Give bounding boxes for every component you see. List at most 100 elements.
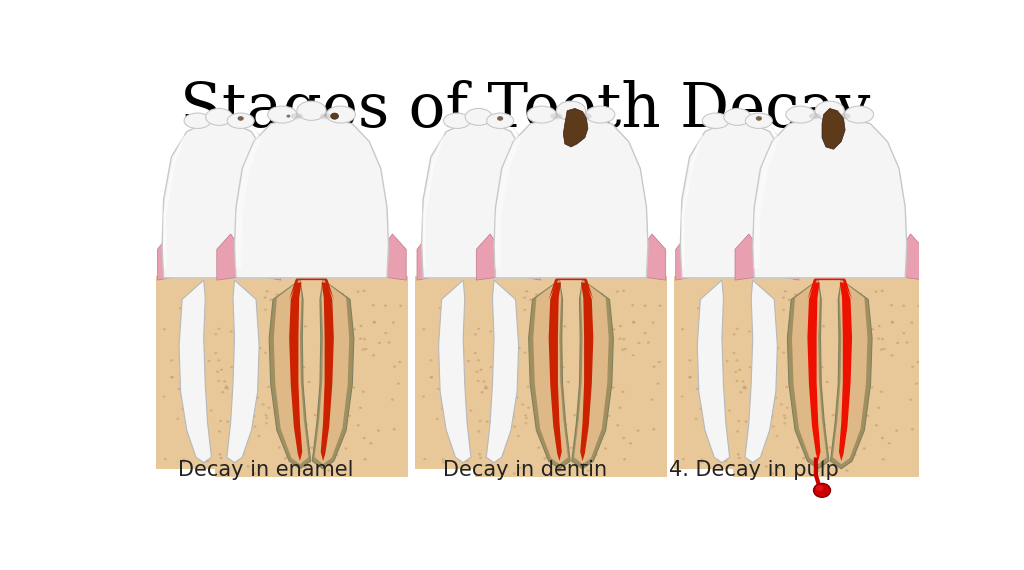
Ellipse shape	[188, 327, 191, 329]
Ellipse shape	[804, 298, 807, 300]
Ellipse shape	[245, 440, 248, 442]
Ellipse shape	[240, 450, 243, 453]
Ellipse shape	[538, 375, 541, 377]
Ellipse shape	[264, 414, 267, 417]
Ellipse shape	[632, 354, 635, 356]
Ellipse shape	[502, 394, 505, 397]
Ellipse shape	[505, 379, 508, 381]
Ellipse shape	[341, 293, 344, 295]
Ellipse shape	[563, 438, 566, 440]
Ellipse shape	[478, 420, 481, 422]
Ellipse shape	[238, 292, 241, 294]
Ellipse shape	[772, 425, 775, 428]
Ellipse shape	[735, 380, 738, 382]
Ellipse shape	[496, 347, 499, 349]
Ellipse shape	[310, 446, 313, 449]
Polygon shape	[156, 276, 283, 469]
Ellipse shape	[607, 414, 610, 417]
Ellipse shape	[559, 431, 562, 433]
Ellipse shape	[818, 422, 821, 425]
Ellipse shape	[550, 113, 562, 119]
Ellipse shape	[214, 352, 217, 354]
Polygon shape	[735, 234, 763, 280]
Ellipse shape	[580, 462, 583, 464]
Polygon shape	[261, 236, 281, 280]
Ellipse shape	[695, 388, 698, 390]
Ellipse shape	[771, 304, 774, 307]
Ellipse shape	[302, 366, 305, 368]
Ellipse shape	[831, 414, 835, 416]
Ellipse shape	[191, 318, 195, 320]
Ellipse shape	[597, 318, 600, 320]
Ellipse shape	[526, 386, 529, 388]
Ellipse shape	[869, 334, 872, 336]
Polygon shape	[234, 115, 388, 278]
Ellipse shape	[486, 113, 514, 128]
Ellipse shape	[530, 348, 534, 351]
Ellipse shape	[854, 454, 857, 456]
Ellipse shape	[652, 428, 655, 430]
Ellipse shape	[182, 458, 185, 461]
Ellipse shape	[735, 359, 738, 361]
Ellipse shape	[616, 424, 620, 426]
Ellipse shape	[651, 321, 654, 324]
Ellipse shape	[774, 396, 777, 399]
Ellipse shape	[447, 434, 451, 437]
Ellipse shape	[253, 473, 256, 475]
Ellipse shape	[633, 321, 636, 324]
Ellipse shape	[714, 313, 717, 315]
Ellipse shape	[569, 446, 572, 449]
Ellipse shape	[582, 329, 585, 331]
Ellipse shape	[313, 414, 316, 416]
Ellipse shape	[307, 381, 310, 383]
Ellipse shape	[270, 376, 273, 378]
Polygon shape	[158, 236, 177, 280]
Ellipse shape	[502, 369, 505, 371]
Ellipse shape	[422, 396, 425, 398]
Ellipse shape	[797, 375, 800, 377]
Ellipse shape	[860, 385, 863, 387]
Ellipse shape	[253, 321, 256, 324]
Ellipse shape	[636, 429, 639, 432]
Ellipse shape	[206, 460, 209, 462]
Ellipse shape	[775, 435, 778, 437]
Ellipse shape	[506, 465, 509, 467]
Ellipse shape	[604, 447, 607, 450]
Polygon shape	[416, 276, 542, 469]
Ellipse shape	[392, 321, 395, 324]
Ellipse shape	[825, 381, 828, 383]
Ellipse shape	[291, 113, 303, 119]
Ellipse shape	[524, 422, 527, 425]
Ellipse shape	[807, 419, 810, 421]
Ellipse shape	[441, 408, 444, 410]
Ellipse shape	[328, 470, 331, 472]
Ellipse shape	[242, 394, 245, 397]
Ellipse shape	[249, 312, 252, 314]
Ellipse shape	[284, 457, 287, 459]
Ellipse shape	[890, 304, 893, 306]
Ellipse shape	[911, 365, 914, 368]
Ellipse shape	[429, 359, 432, 361]
Ellipse shape	[916, 361, 920, 363]
Ellipse shape	[465, 108, 493, 125]
Ellipse shape	[586, 351, 589, 353]
Ellipse shape	[652, 365, 655, 368]
Ellipse shape	[828, 446, 831, 449]
Ellipse shape	[203, 405, 206, 407]
Ellipse shape	[714, 369, 717, 372]
Ellipse shape	[705, 308, 708, 311]
Ellipse shape	[262, 403, 265, 405]
Ellipse shape	[229, 331, 232, 333]
Ellipse shape	[529, 299, 532, 301]
Ellipse shape	[689, 376, 692, 378]
Ellipse shape	[361, 348, 365, 351]
Ellipse shape	[823, 424, 826, 426]
Ellipse shape	[756, 292, 759, 294]
Ellipse shape	[276, 404, 280, 406]
Polygon shape	[807, 283, 820, 461]
Ellipse shape	[321, 462, 324, 464]
Ellipse shape	[766, 299, 769, 301]
Ellipse shape	[865, 364, 868, 366]
Ellipse shape	[742, 387, 745, 389]
Ellipse shape	[771, 415, 774, 417]
